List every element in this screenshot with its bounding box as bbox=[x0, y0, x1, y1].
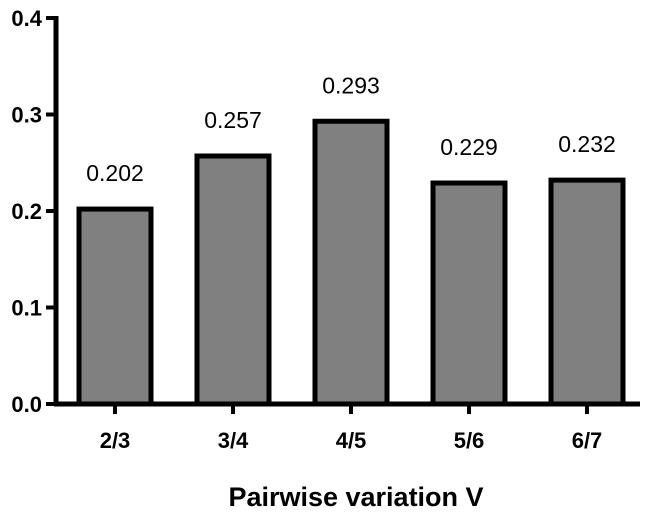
x-tick-label-5-6: 5/6 bbox=[454, 428, 485, 453]
data-label-3-4: 0.257 bbox=[204, 107, 262, 133]
y-tick-label: 0.2 bbox=[11, 199, 42, 224]
y-tick-label: 0.0 bbox=[11, 392, 42, 417]
data-label-4-5: 0.293 bbox=[322, 72, 380, 98]
x-tick-label-2-3: 2/3 bbox=[100, 428, 131, 453]
y-tick-label: 0.3 bbox=[11, 103, 42, 128]
bar-2-3 bbox=[76, 206, 154, 407]
y-tick-label: 0.4 bbox=[11, 6, 42, 31]
x-tick-label-6-7: 6/7 bbox=[572, 428, 603, 453]
x-tick-label-4-5: 4/5 bbox=[336, 428, 367, 453]
y-tick-label: 0.1 bbox=[11, 296, 42, 321]
data-label-6-7: 0.232 bbox=[558, 131, 616, 157]
bar-3-4 bbox=[194, 153, 272, 407]
data-label-2-3: 0.202 bbox=[86, 160, 144, 186]
x-axis-title: Pairwise variation V bbox=[228, 482, 483, 512]
bar-6-7 bbox=[548, 177, 626, 407]
data-labels: 0.202 0.257 0.293 0.229 0.232 bbox=[86, 72, 616, 186]
x-tick-label-3-4: 3/4 bbox=[218, 428, 249, 453]
data-label-5-6: 0.229 bbox=[440, 134, 498, 160]
bars bbox=[76, 118, 626, 407]
axes: 2/3 3/4 4/5 5/6 6/7 0.0 0.1 0.2 0.3 0.4 bbox=[11, 6, 640, 453]
bar-4-5 bbox=[312, 118, 390, 407]
bar-5-6 bbox=[430, 180, 508, 407]
